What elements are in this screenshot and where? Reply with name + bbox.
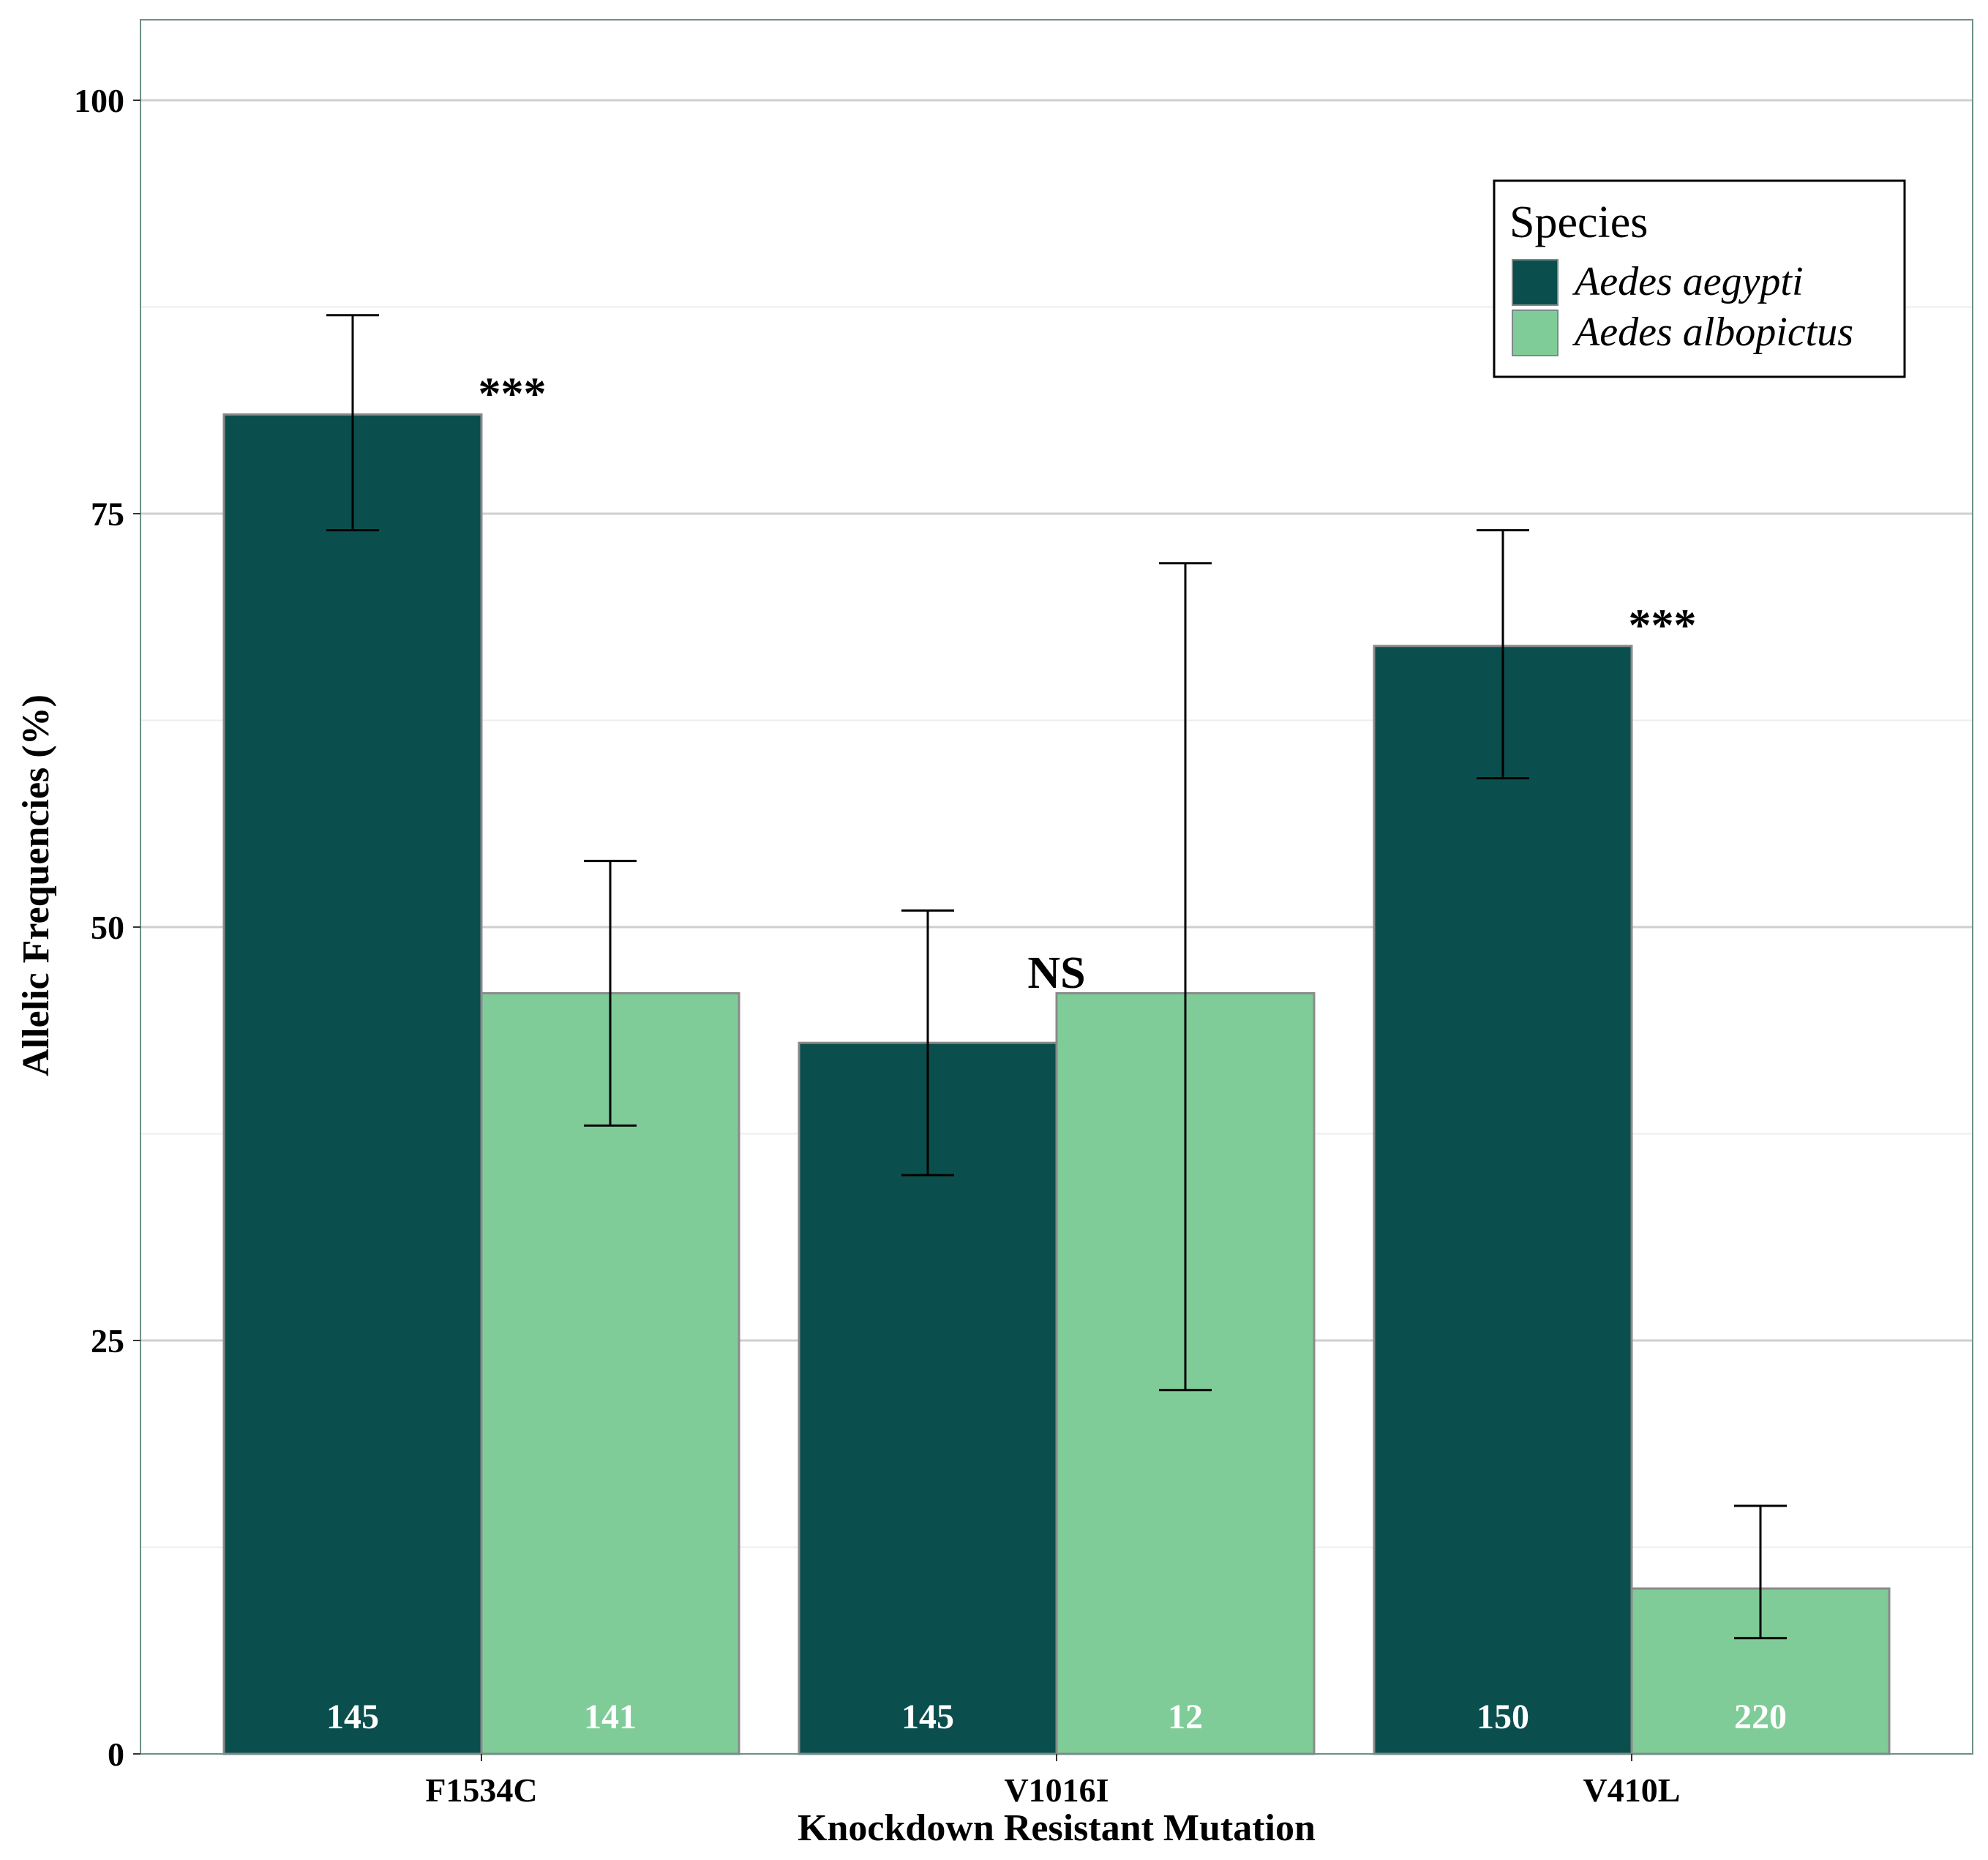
significance-label: NS xyxy=(1027,948,1085,998)
y-axis-title: Allelic Frequencies (%) xyxy=(15,694,57,1076)
sample-size-label: 150 xyxy=(1477,1698,1529,1736)
significance-label: *** xyxy=(1629,601,1697,650)
y-tick-label: 0 xyxy=(108,1736,124,1773)
bars xyxy=(222,413,1891,1755)
sample-size-label: 141 xyxy=(584,1698,637,1736)
x-tick-label: F1534C xyxy=(425,1771,537,1809)
y-tick-label: 100 xyxy=(74,82,124,119)
sample-size-label: 12 xyxy=(1168,1698,1203,1736)
legend-swatch-aegypti xyxy=(1512,259,1558,306)
sample-size-label: 220 xyxy=(1734,1698,1787,1736)
legend-swatch-albopictus xyxy=(1512,310,1558,356)
sample-size-label: 145 xyxy=(326,1698,379,1736)
y-tick-label: 25 xyxy=(91,1322,124,1360)
y-tick-label: 75 xyxy=(91,495,124,533)
significance-labels: *** NS *** xyxy=(479,369,1697,998)
bar xyxy=(222,413,483,1755)
sample-size-labels: 145 141 145 12 150 220 xyxy=(326,1698,1787,1736)
bar xyxy=(1373,645,1633,1755)
sample-size-label: 145 xyxy=(901,1698,954,1736)
x-axis-title: Knockdown Resistant Mutation xyxy=(798,1807,1316,1849)
x-axis-ticks: F1534C V1016I V410L xyxy=(425,1754,1680,1809)
legend-title: Species xyxy=(1509,198,1648,247)
y-tick-label: 50 xyxy=(91,909,124,946)
error-bars xyxy=(326,314,1787,1640)
significance-label: *** xyxy=(479,369,547,419)
x-tick-label: V1016I xyxy=(1004,1771,1109,1809)
legend-label-aegypti: Aedes aegypti xyxy=(1572,259,1804,304)
legend: Species Aedes aegypti Aedes albopictus xyxy=(1493,179,1906,378)
legend-box xyxy=(1493,179,1906,378)
x-tick-label: V410L xyxy=(1583,1771,1681,1809)
y-axis-ticks: 0 25 50 75 100 xyxy=(74,82,140,1773)
legend-label-albopictus: Aedes albopictus xyxy=(1572,310,1853,355)
